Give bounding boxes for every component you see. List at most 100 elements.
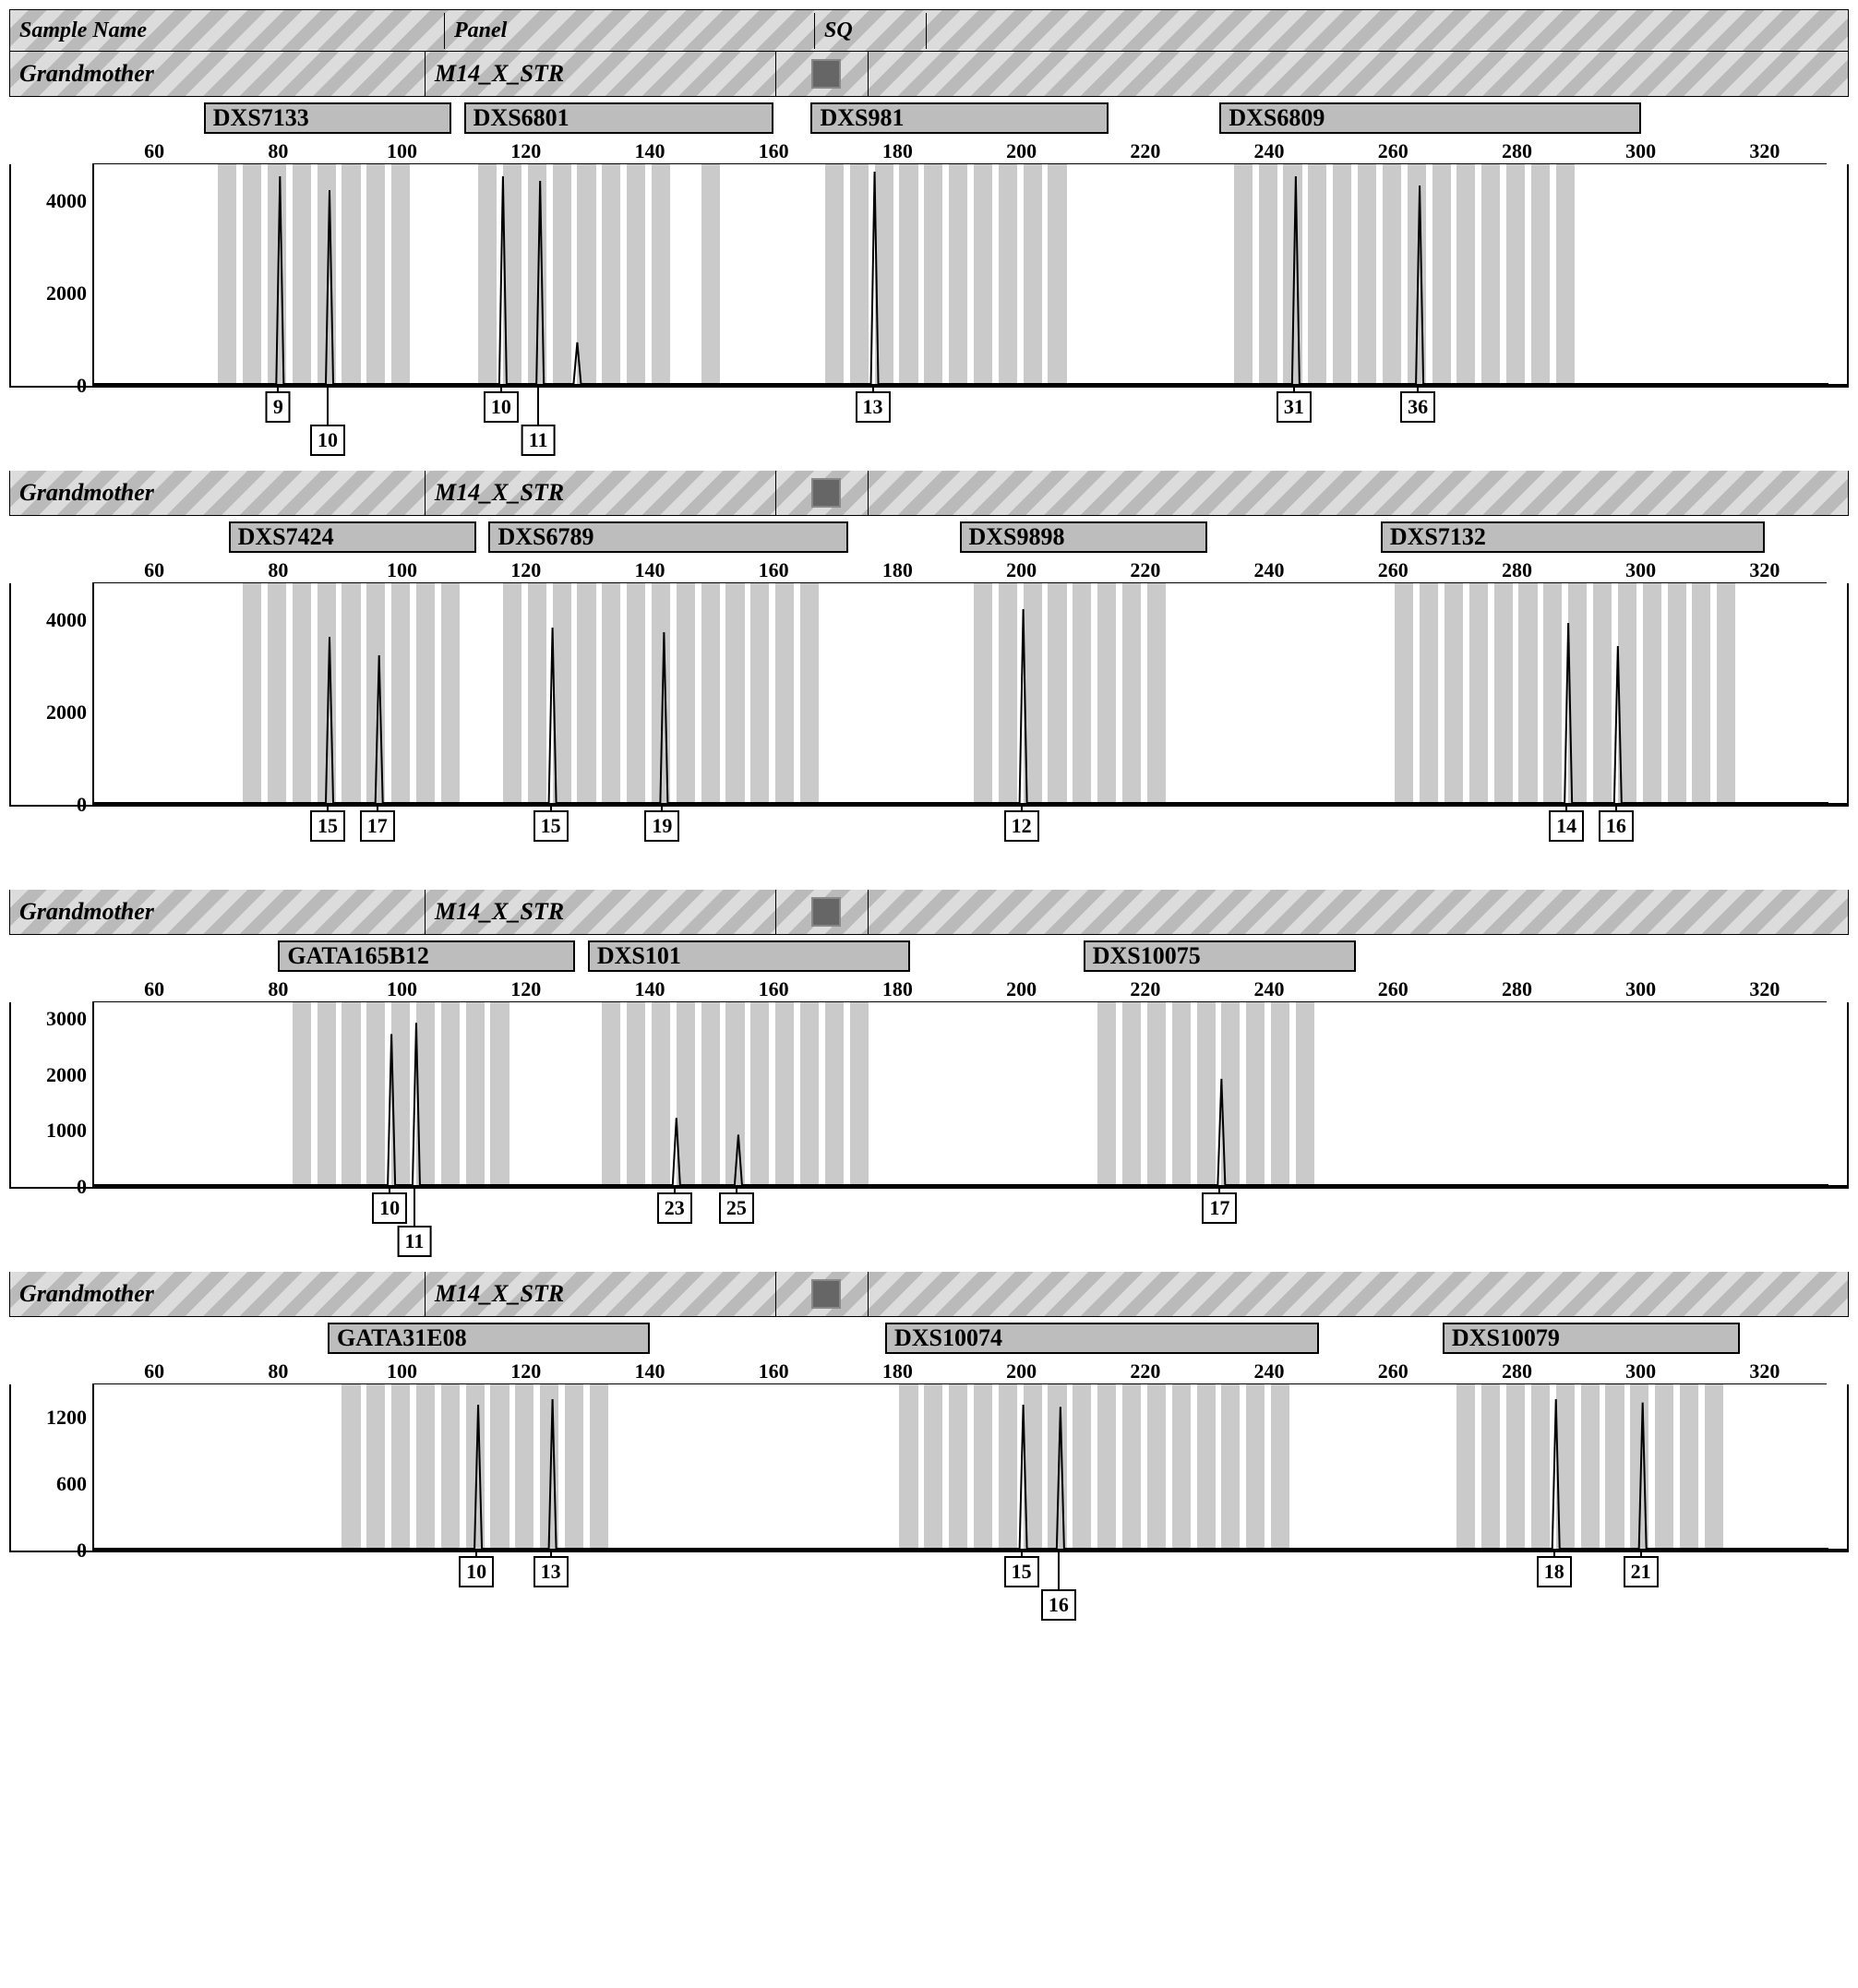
x-tick-label: 100 [387, 558, 417, 582]
x-tick-label: 200 [1006, 1359, 1037, 1383]
x-tick-label: 60 [144, 139, 164, 163]
x-tick-label: 300 [1625, 139, 1656, 163]
x-tick-label: 300 [1625, 977, 1656, 1001]
y-tick-label: 2000 [46, 281, 87, 305]
x-tick-label: 320 [1749, 139, 1780, 163]
marker-label: DXS7133 [204, 102, 451, 134]
allele-call: 14 [1549, 810, 1584, 842]
allele-call: 17 [1202, 1192, 1237, 1224]
allele-call: 11 [521, 425, 556, 456]
x-tick-label: 220 [1130, 1359, 1160, 1383]
marker-label: GATA31E08 [328, 1323, 650, 1354]
x-tick-label: 280 [1502, 1359, 1532, 1383]
x-tick-label: 240 [1254, 558, 1285, 582]
marker-bar: DXS7424DXS6789DXS9898DXS7132 [92, 520, 1827, 557]
plot-canvas [94, 164, 1847, 386]
trace-line [94, 609, 1828, 803]
x-tick-label: 80 [268, 558, 288, 582]
allele-call: 18 [1537, 1556, 1572, 1587]
electropherogram-panel: DXS7133DXS6801DXS981DXS68096080100120140… [9, 101, 1849, 460]
electropherogram-panel: GATA31E08DXS10074DXS10079608010012014016… [9, 1321, 1849, 1624]
sq-swatch [811, 478, 841, 508]
allele-stem [414, 1189, 415, 1226]
x-tick-label: 240 [1254, 139, 1285, 163]
trace-line [94, 1399, 1828, 1549]
panel-name: M14_X_STR [426, 52, 776, 96]
allele-call: 10 [310, 425, 345, 456]
x-tick-label: 100 [387, 977, 417, 1001]
panel-name: M14_X_STR [426, 471, 776, 515]
y-axis: 020004000 [11, 583, 94, 805]
allele-call: 11 [398, 1226, 432, 1257]
peaks-svg [94, 583, 1828, 805]
x-tick-label: 160 [759, 139, 789, 163]
x-axis: 6080100120140160180200220240260280300320 [92, 138, 1827, 164]
allele-call: 10 [372, 1192, 407, 1224]
x-tick-label: 280 [1502, 139, 1532, 163]
x-axis: 6080100120140160180200220240260280300320 [92, 557, 1827, 583]
header-panel: Panel [445, 13, 815, 49]
sample-name: Grandmother [10, 890, 426, 934]
y-axis: 020004000 [11, 164, 94, 386]
x-tick-label: 320 [1749, 558, 1780, 582]
sample-row: GrandmotherM14_X_STR [9, 890, 1849, 935]
x-tick-label: 140 [634, 977, 665, 1001]
sample-row: GrandmotherM14_X_STR [9, 471, 1849, 516]
x-tick-label: 220 [1130, 558, 1160, 582]
marker-label: DXS7424 [229, 521, 476, 553]
allele-call-row: 101315161821 [92, 1552, 1827, 1624]
x-tick-label: 260 [1378, 558, 1408, 582]
allele-call: 15 [533, 810, 569, 842]
plot-area: 020004000 [9, 164, 1849, 388]
x-tick-label: 220 [1130, 977, 1160, 1001]
allele-call: 9 [266, 391, 291, 423]
allele-stem [1058, 1552, 1060, 1589]
sq-cell [776, 1272, 869, 1316]
x-tick-label: 200 [1006, 139, 1037, 163]
y-axis: 06001200 [11, 1384, 94, 1551]
x-tick-label: 260 [1378, 977, 1408, 1001]
allele-call: 31 [1277, 391, 1312, 423]
sample-name: Grandmother [10, 52, 426, 96]
sample-row: GrandmotherM14_X_STR [9, 1272, 1849, 1317]
allele-call: 36 [1400, 391, 1435, 423]
x-tick-label: 120 [510, 977, 541, 1001]
marker-bar: DXS7133DXS6801DXS981DXS6809 [92, 101, 1827, 138]
x-tick-label: 120 [510, 558, 541, 582]
x-tick-label: 320 [1749, 1359, 1780, 1383]
x-tick-label: 320 [1749, 977, 1780, 1001]
plot-canvas [94, 583, 1847, 805]
plot-area: 020004000 [9, 583, 1849, 807]
x-tick-label: 140 [634, 1359, 665, 1383]
x-tick-label: 280 [1502, 558, 1532, 582]
sq-swatch [811, 59, 841, 89]
allele-call: 16 [1041, 1589, 1076, 1621]
allele-call: 23 [657, 1192, 692, 1224]
trace-line [94, 1023, 1828, 1185]
x-tick-label: 160 [759, 977, 789, 1001]
x-tick-label: 60 [144, 1359, 164, 1383]
x-tick-label: 160 [759, 558, 789, 582]
sq-cell [776, 890, 869, 934]
y-tick-label: 0 [77, 793, 87, 817]
trace-line [94, 172, 1828, 384]
x-tick-label: 200 [1006, 558, 1037, 582]
allele-call: 13 [856, 391, 891, 423]
y-tick-label: 2000 [46, 701, 87, 725]
x-tick-label: 220 [1130, 139, 1160, 163]
sq-swatch [811, 897, 841, 927]
marker-label: DXS6801 [464, 102, 774, 134]
sample-name: Grandmother [10, 1272, 426, 1316]
plot-area: 0100020003000 [9, 1002, 1849, 1189]
y-tick-label: 1200 [46, 1406, 87, 1430]
allele-call: 10 [484, 391, 519, 423]
allele-call: 21 [1624, 1556, 1659, 1587]
allele-call: 25 [719, 1192, 754, 1224]
sq-cell [776, 52, 869, 96]
marker-label: GATA165B12 [278, 940, 575, 972]
x-tick-label: 180 [882, 1359, 913, 1383]
marker-label: DXS9898 [960, 521, 1207, 553]
x-tick-label: 240 [1254, 977, 1285, 1001]
marker-label: DXS6789 [488, 521, 847, 553]
electropherogram-panel: DXS7424DXS6789DXS9898DXS7132608010012014… [9, 520, 1849, 879]
